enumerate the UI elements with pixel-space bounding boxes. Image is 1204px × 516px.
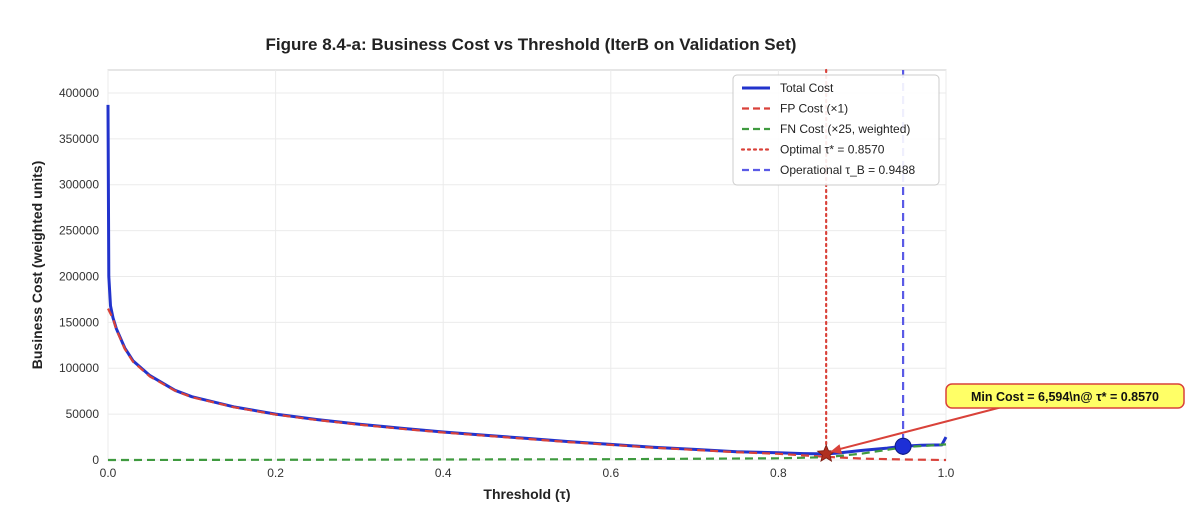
x-tick-label: 0.2 xyxy=(267,466,284,480)
fp-cost-line xyxy=(107,308,947,462)
y-tick-label: 350000 xyxy=(59,132,99,146)
y-tick-label: 200000 xyxy=(59,269,99,283)
y-tick-label: 0 xyxy=(92,453,99,467)
fn-cost-line xyxy=(107,443,947,462)
y-tick-labels: 0 50000 100000 150000 200000 250000 300000 3500… xyxy=(59,86,99,467)
legend-fp-cost-label: FP Cost (×1) xyxy=(780,102,848,116)
x-tick-label: 0.0 xyxy=(100,466,117,480)
x-tick-label: 0.4 xyxy=(435,466,452,480)
y-axis-label: Business Cost (weighted units) xyxy=(29,161,45,369)
min-cost-annotation: Min Cost = 6,594\n@ τ* = 0.8570 xyxy=(830,383,1185,454)
x-tick-label: 0.6 xyxy=(602,466,619,480)
annotation-box xyxy=(945,383,1185,409)
markers xyxy=(816,437,912,463)
legend-operational-label: Operational τ_B = 0.9488 xyxy=(780,163,915,177)
annotation-arrow xyxy=(839,406,1003,450)
y-tick-label: 100000 xyxy=(59,361,99,375)
y-tick-label: 50000 xyxy=(66,407,100,421)
series-lines xyxy=(106,104,948,462)
y-tick-label: 300000 xyxy=(59,178,99,192)
legend: Total Cost FP Cost (×1) FN Cost (×25, weig… xyxy=(732,74,940,186)
legend-optimal-label: Optimal τ* = 0.8570 xyxy=(780,143,885,157)
legend-box xyxy=(732,74,940,186)
operational-circle-marker xyxy=(894,437,912,455)
annotation-text: Min Cost = 6,594\n@ τ* = 0.8570 xyxy=(971,390,1159,404)
y-tick-label: 150000 xyxy=(59,315,99,329)
y-tick-label: 400000 xyxy=(59,86,99,100)
annotation-arrowhead xyxy=(830,444,843,454)
x-tick-label: 0.8 xyxy=(770,466,787,480)
legend-fn-cost-label: FN Cost (×25, weighted) xyxy=(780,122,910,136)
x-tick-label: 1.0 xyxy=(938,466,955,480)
legend-total-cost-label: Total Cost xyxy=(780,81,834,95)
x-axis-label: Threshold (τ) xyxy=(483,486,570,502)
x-tick-labels: 0.0 0.2 0.4 0.6 0.8 1.0 xyxy=(100,466,955,480)
total-cost-line xyxy=(106,104,948,456)
chart-title: Figure 8.4-a: Business Cost vs Threshold… xyxy=(266,35,797,54)
y-tick-label: 250000 xyxy=(59,224,99,238)
